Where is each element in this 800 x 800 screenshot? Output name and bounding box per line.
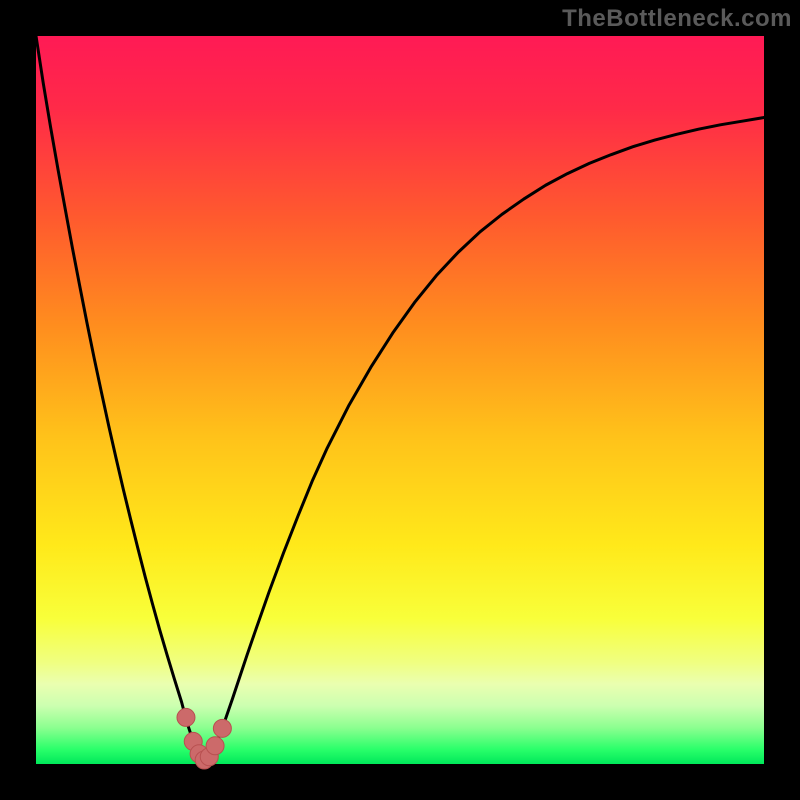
gradient-background xyxy=(36,36,764,764)
curve-marker xyxy=(213,719,231,737)
curve-marker xyxy=(177,708,195,726)
bottleneck-chart xyxy=(0,0,800,800)
chart-container: TheBottleneck.com xyxy=(0,0,800,800)
curve-marker xyxy=(206,737,224,755)
watermark-text: TheBottleneck.com xyxy=(562,5,792,33)
